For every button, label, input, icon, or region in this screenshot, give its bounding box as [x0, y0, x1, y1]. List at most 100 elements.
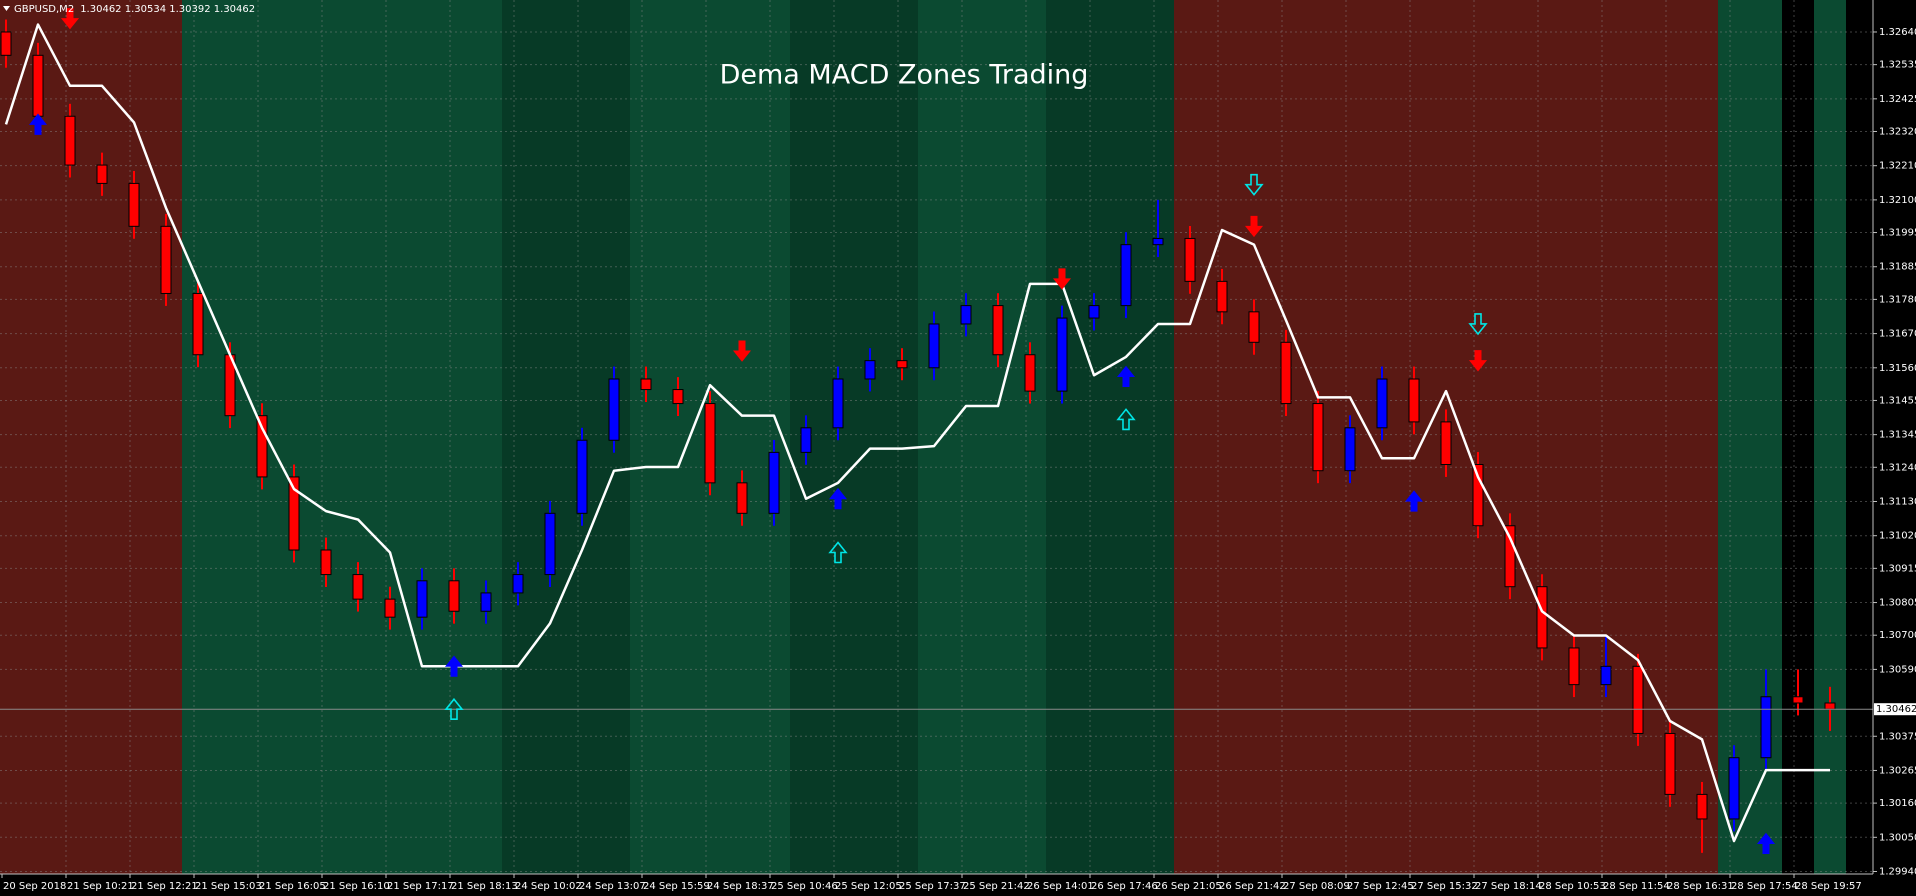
x-tick-label: 25 Sep 21:42 [963, 881, 1030, 892]
candle-body [736, 482, 748, 514]
candle-body [1664, 732, 1676, 795]
y-tick-label: 1.32640 [1879, 27, 1916, 38]
candle-body [1184, 237, 1196, 282]
menu-triangle[interactable] [3, 6, 10, 11]
y-tick-label: 1.30700 [1879, 630, 1916, 641]
candle-body [256, 415, 268, 478]
grid [0, 0, 1873, 874]
candle-body [608, 378, 620, 441]
x-tick-label: 26 Sep 17:46 [1091, 881, 1158, 892]
candle-body [96, 164, 108, 184]
zone [918, 0, 950, 874]
candle-body [864, 360, 876, 380]
y-tick-label: 1.32535 [1879, 60, 1916, 71]
current-price-label: 1.30462 [1876, 704, 1916, 715]
zone [342, 0, 374, 874]
candle-body [768, 451, 780, 514]
x-tick-label: 26 Sep 21:05 [1155, 881, 1222, 892]
candle-body [1152, 237, 1164, 246]
candle-body [288, 476, 300, 551]
candle-body [1472, 463, 1484, 527]
y-tick-label: 1.31130 [1879, 496, 1916, 507]
signal-arrow [1052, 268, 1072, 290]
zone [758, 0, 790, 874]
candle-body [928, 323, 940, 369]
zone [1174, 0, 1206, 874]
candle-body [1824, 702, 1836, 710]
candle-body [1568, 647, 1580, 686]
y-tick-label: 1.31240 [1879, 462, 1916, 473]
x-tick-label: 24 Sep 13:07 [579, 881, 646, 892]
candle-body [672, 389, 684, 405]
zone [1590, 0, 1622, 874]
y-tick-label: 1.31020 [1879, 531, 1916, 542]
candle-body [448, 580, 460, 612]
x-tick-label: 24 Sep 15:59 [643, 881, 710, 892]
candle-body [320, 549, 332, 576]
x-tick-label: 27 Sep 08:09 [1283, 881, 1350, 892]
candle-body [480, 592, 492, 612]
zone [22, 0, 54, 874]
zone [1142, 0, 1174, 874]
x-tick-label: 24 Sep 10:02 [515, 881, 582, 892]
x-tick-label: 27 Sep 12:45 [1347, 881, 1414, 892]
candle-body [192, 292, 204, 356]
zone [1046, 0, 1078, 874]
zone [854, 0, 886, 874]
candle-body [544, 512, 556, 576]
candle-body [0, 31, 12, 56]
zone [534, 0, 566, 874]
candle-body [128, 182, 140, 227]
zones [0, 0, 1846, 874]
x-tick-label: 24 Sep 18:37 [707, 881, 774, 892]
zone [1494, 0, 1526, 874]
zone [1686, 0, 1718, 874]
zone [374, 0, 406, 874]
candle-body [800, 427, 812, 453]
signal-arrow [1404, 490, 1424, 512]
zone [118, 0, 150, 874]
x-tick-label: 21 Sep 15:03 [195, 881, 262, 892]
y-tick-label: 1.32100 [1879, 195, 1916, 206]
candle-body [832, 378, 844, 429]
alert-arrow [1244, 173, 1264, 196]
candle-body [992, 305, 1004, 356]
candle-body [1440, 421, 1452, 465]
candle-body [1376, 378, 1388, 429]
y-tick-label: 1.30375 [1879, 731, 1916, 742]
candle-body [1760, 696, 1772, 759]
candle-body [1536, 586, 1548, 649]
candle-body [1216, 280, 1228, 313]
y-tick-label: 1.31455 [1879, 395, 1916, 406]
zone [1238, 0, 1270, 874]
zone [278, 0, 310, 874]
y-tick-label: 1.31995 [1879, 228, 1916, 239]
zone [1110, 0, 1142, 874]
zone [1206, 0, 1238, 874]
x-tick-label: 21 Sep 16:05 [259, 881, 326, 892]
x-tick-label: 20 Sep 2018 [3, 881, 66, 892]
x-tick-label: 21 Sep 18:13 [451, 881, 518, 892]
quote: 1.30462 1.30534 1.30392 1.30462 [80, 4, 255, 15]
zone [1558, 0, 1590, 874]
x-tick-label: 25 Sep 10:46 [771, 881, 838, 892]
y-tick-label: 1.30160 [1879, 798, 1916, 809]
x-tick-label: 28 Sep 19:57 [1795, 881, 1862, 892]
x-tick-label: 27 Sep 15:32 [1411, 881, 1478, 892]
candle-body [416, 580, 428, 618]
candle-body [576, 439, 588, 514]
x-tick-label: 26 Sep 14:01 [1027, 881, 1094, 892]
zone [1014, 0, 1046, 874]
y-tick-label: 1.31560 [1879, 363, 1916, 374]
y-tick-label: 1.30265 [1879, 765, 1916, 776]
chart-title: Dema MACD Zones Trading [720, 60, 1089, 91]
y-tick-label: 1.30915 [1879, 563, 1916, 574]
stop-line [4, 23, 1830, 843]
marks [0, 8, 1873, 855]
y-tick-label: 1.31780 [1879, 294, 1916, 305]
candle-body [1344, 427, 1356, 472]
alert-arrow [444, 697, 464, 721]
candle-body [1792, 696, 1804, 704]
zone [150, 0, 182, 874]
x-tick-label: 27 Sep 18:14 [1475, 881, 1542, 892]
